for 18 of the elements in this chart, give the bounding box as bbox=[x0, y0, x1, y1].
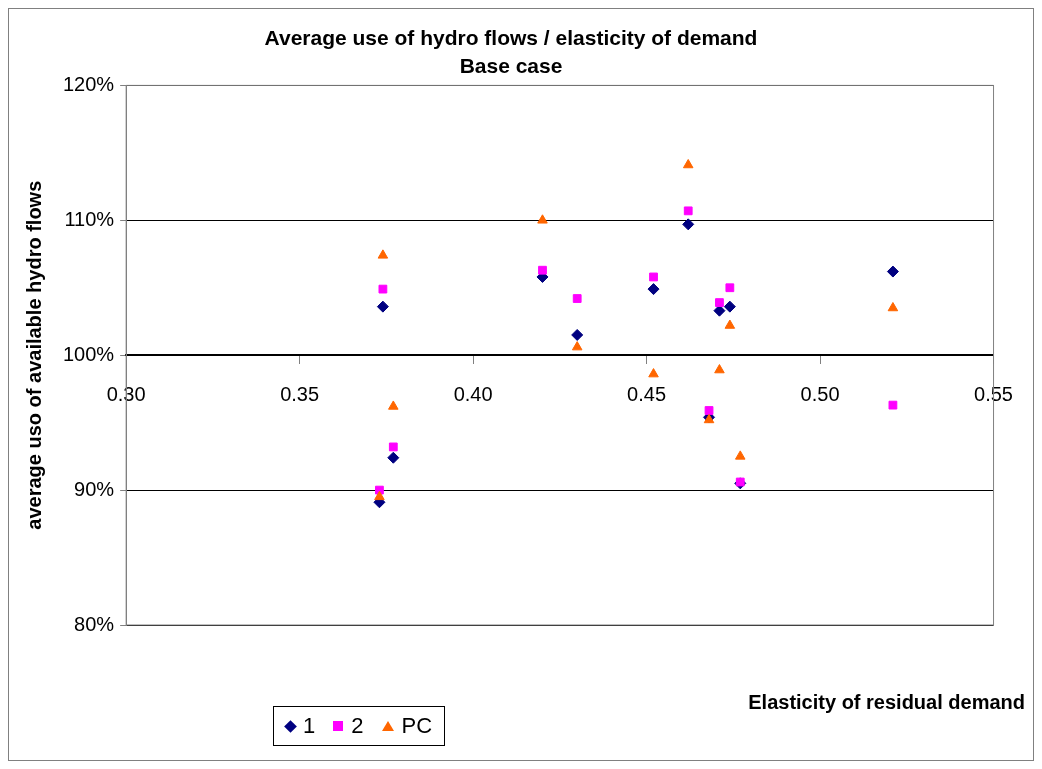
x-tick-label: 0.35 bbox=[280, 382, 320, 405]
x-tick-label: 0.40 bbox=[453, 382, 493, 405]
y-tick-label: 80% bbox=[74, 612, 115, 635]
y-tick-label: 110% bbox=[64, 207, 115, 230]
y-tick-label: 90% bbox=[74, 477, 115, 500]
x-tick-label: 0.50 bbox=[800, 382, 840, 405]
legend-label: 2 bbox=[351, 713, 364, 739]
legend-label: 1 bbox=[303, 713, 316, 739]
x-tick-label: 0.45 bbox=[627, 382, 667, 405]
y-tick-label: 120% bbox=[63, 72, 115, 95]
y-tick-label: 100% bbox=[63, 342, 115, 365]
chart-subtitle: Base case bbox=[459, 53, 563, 77]
legend-label: PC bbox=[401, 713, 433, 739]
y-axis-title: average uso of available hydro flows bbox=[22, 180, 45, 530]
chart-title: Average use of hydro flows / elasticity of demand bbox=[264, 26, 758, 50]
x-axis-title: Elasticity of residual demand bbox=[748, 691, 1025, 714]
x-tick-label: 0.30 bbox=[106, 382, 146, 405]
x-tick-label: 0.55 bbox=[974, 382, 1014, 405]
